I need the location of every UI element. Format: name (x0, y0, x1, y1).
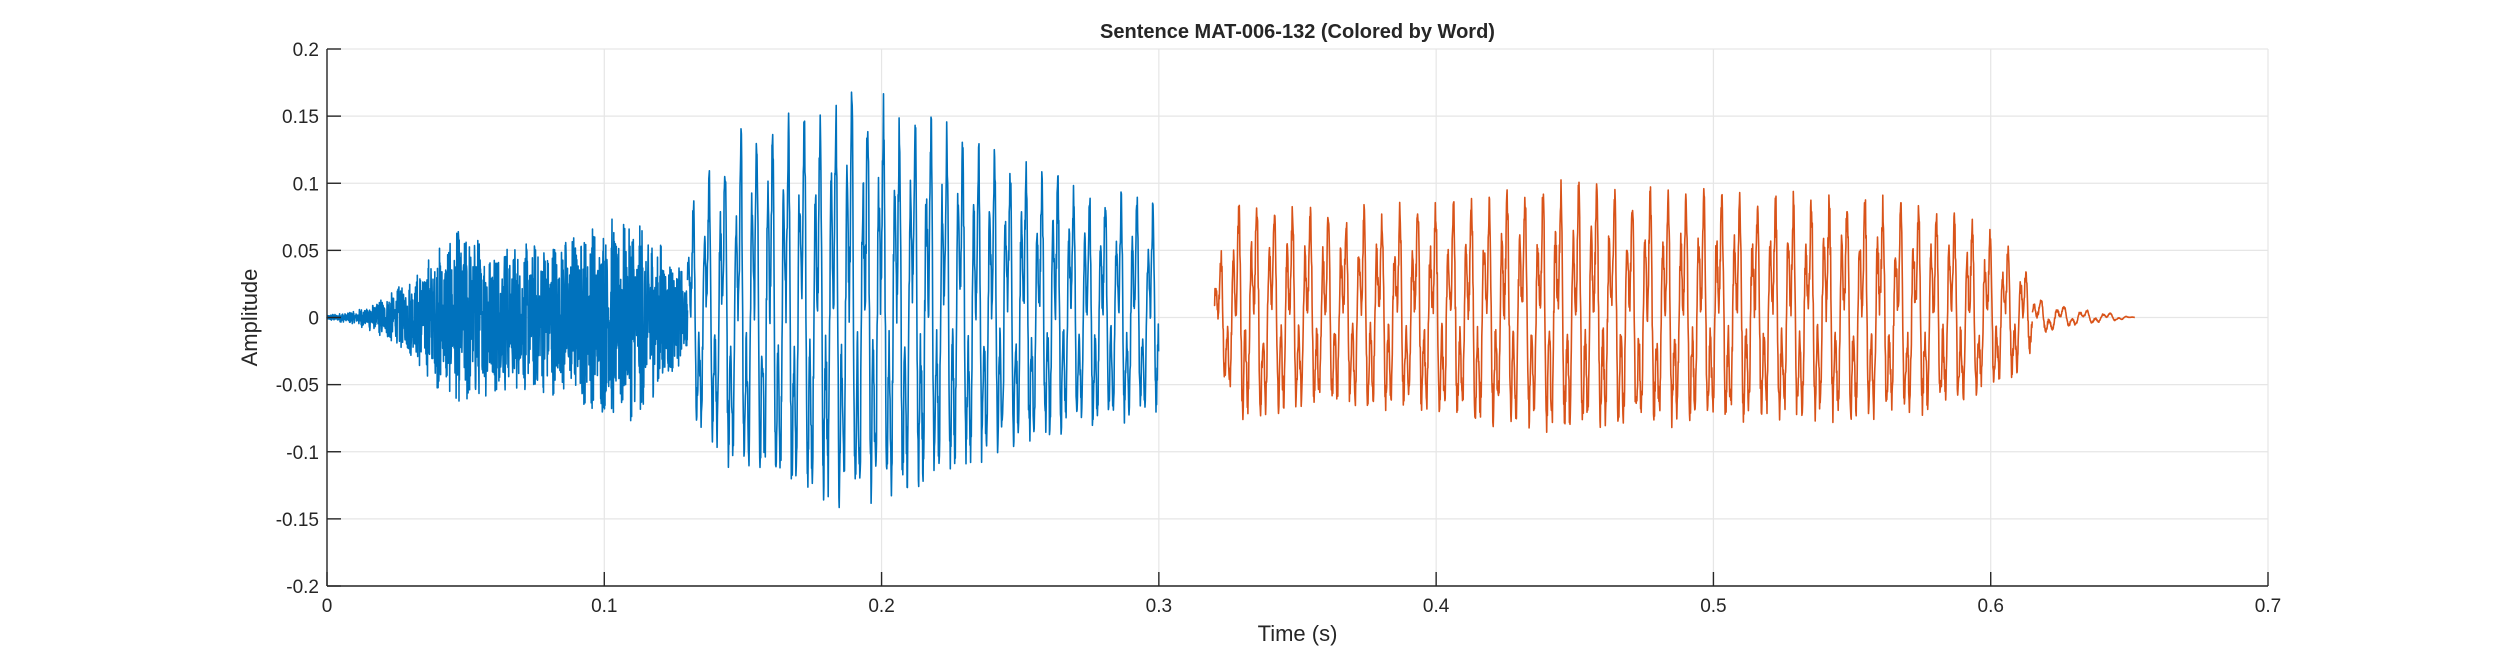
chart-title: Sentence MAT-006-132 (Colored by Word) (1100, 21, 1495, 43)
x-axis-label: Time (s) (1258, 621, 1338, 646)
y-axis-label: Amplitude (237, 269, 262, 367)
series-0-segment-1 (686, 91, 1160, 509)
y-tick-label-7: 0.15 (282, 107, 319, 128)
series-1-segment-1 (2031, 299, 2136, 333)
y-tick-label-3: -0.05 (276, 376, 319, 397)
y-tick-label-4: 0 (308, 309, 319, 330)
y-tick-label-1: -0.15 (276, 510, 319, 531)
x-tick-label-5: 0.5 (1700, 596, 1726, 617)
x-tick-label-3: 0.3 (1146, 596, 1172, 617)
x-tick-label-2: 0.2 (868, 596, 894, 617)
x-tick-label-6: 0.6 (1978, 596, 2004, 617)
series-0-segment-0 (326, 218, 689, 422)
x-tick-label-4: 0.4 (1423, 596, 1450, 617)
y-tick-label-8: 0.2 (293, 40, 319, 61)
series-1-segment-0 (1213, 179, 2033, 434)
series-layer (326, 91, 2136, 509)
y-tick-label-0: -0.2 (286, 577, 319, 598)
x-tick-label-0: 0 (322, 596, 333, 617)
tick-labels: 0 0.1 0.2 0.3 0.4 0.5 0.6 0.7 -0.2 -0.15 -0.1 -0.05… (276, 40, 2282, 617)
x-tick-label-7: 0.7 (2255, 596, 2281, 617)
x-tick-label-1: 0.1 (591, 596, 617, 617)
y-tick-label-6: 0.1 (293, 174, 319, 195)
y-tick-label-2: -0.1 (286, 443, 319, 464)
y-tick-label-5: 0.05 (282, 241, 319, 262)
axes-frame (326, 48, 2269, 587)
